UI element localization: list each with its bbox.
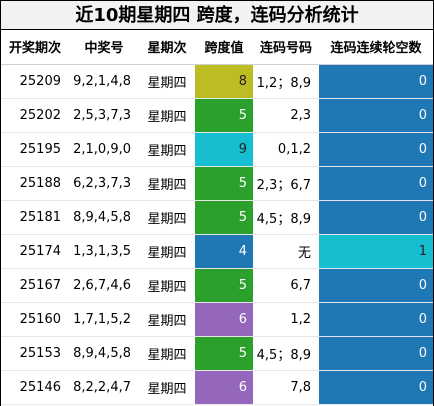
issue-cell: 25202: [1, 98, 69, 133]
weekday-cell: 星期四: [139, 302, 195, 337]
miss-streak-cell: 0: [319, 132, 433, 167]
miss-streak-cell: 1: [319, 234, 433, 269]
table-row: 25153 8,9,4,5,8 星期四 5 4,5；8,9 0: [1, 336, 433, 371]
consecutive-cell: 0,1,2: [253, 132, 319, 167]
issue-cell: 25146: [1, 370, 69, 405]
header-numbers: 中奖号: [69, 30, 139, 65]
table-row: 25146 8,2,2,4,7 星期四 6 7,8 0: [1, 370, 433, 405]
issue-cell: 25209: [1, 64, 69, 99]
consecutive-cell: 2,3: [253, 98, 319, 133]
table-body: 25209 9,2,1,4,8 星期四 8 1,2；8,9 0 25202 2,5,3,7,3…: [1, 64, 433, 405]
table-row: 25209 9,2,1,4,8 星期四 8 1,2；8,9 0: [1, 64, 433, 99]
issue-cell: 25188: [1, 166, 69, 201]
issue-cell: 25167: [1, 268, 69, 303]
numbers-cell: 9,2,1,4,8: [69, 64, 139, 99]
page-title: 近10期星期四 跨度，连码分析统计: [1, 0, 433, 30]
span-cell: 8: [195, 64, 253, 99]
header-miss-streak: 连码连续轮空数: [319, 30, 433, 65]
weekday-cell: 星期四: [139, 268, 195, 303]
span-cell: 6: [195, 302, 253, 337]
weekday-cell: 星期四: [139, 64, 195, 99]
consecutive-cell: 1,2；8,9: [253, 64, 319, 99]
span-cell: 5: [195, 268, 253, 303]
table-row: 25202 2,5,3,7,3 星期四 5 2,3 0: [1, 98, 433, 133]
weekday-cell: 星期四: [139, 370, 195, 405]
consecutive-cell: 1,2: [253, 302, 319, 337]
numbers-cell: 1,7,1,5,2: [69, 302, 139, 337]
consecutive-cell: 无: [253, 234, 319, 269]
table-row: 25167 2,6,7,4,6 星期四 5 6,7 0: [1, 268, 433, 303]
table-row: 25160 1,7,1,5,2 星期四 6 1,2 0: [1, 302, 433, 337]
numbers-cell: 6,2,3,7,3: [69, 166, 139, 201]
span-cell: 5: [195, 166, 253, 201]
weekday-cell: 星期四: [139, 166, 195, 201]
stats-table: 开奖期次 中奖号 星期次 跨度值 连码号码 连码连续轮空数 25209 9,2,1…: [1, 30, 433, 405]
numbers-cell: 2,1,0,9,0: [69, 132, 139, 167]
numbers-cell: 2,5,3,7,3: [69, 98, 139, 133]
miss-streak-cell: 0: [319, 200, 433, 235]
consecutive-cell: 6,7: [253, 268, 319, 303]
miss-streak-cell: 0: [319, 166, 433, 201]
miss-streak-cell: 0: [319, 98, 433, 133]
span-cell: 5: [195, 98, 253, 133]
numbers-cell: 8,2,2,4,7: [69, 370, 139, 405]
consecutive-cell: 2,3；6,7: [253, 166, 319, 201]
table-row: 25188 6,2,3,7,3 星期四 5 2,3；6,7 0: [1, 166, 433, 201]
header-weekday: 星期次: [139, 30, 195, 65]
issue-cell: 25153: [1, 336, 69, 371]
miss-streak-cell: 0: [319, 302, 433, 337]
table-row: 25174 1,3,1,3,5 星期四 4 无 1: [1, 234, 433, 269]
weekday-cell: 星期四: [139, 234, 195, 269]
issue-cell: 25160: [1, 302, 69, 337]
header-issue: 开奖期次: [1, 30, 69, 65]
numbers-cell: 1,3,1,3,5: [69, 234, 139, 269]
table-row: 25181 8,9,4,5,8 星期四 5 4,5；8,9 0: [1, 200, 433, 235]
miss-streak-cell: 0: [319, 268, 433, 303]
span-cell: 4: [195, 234, 253, 269]
miss-streak-cell: 0: [319, 64, 433, 99]
weekday-cell: 星期四: [139, 200, 195, 235]
header-consecutive: 连码号码: [253, 30, 319, 65]
span-cell: 5: [195, 200, 253, 235]
consecutive-cell: 4,5；8,9: [253, 200, 319, 235]
table-header: 开奖期次 中奖号 星期次 跨度值 连码号码 连码连续轮空数: [1, 30, 433, 65]
header-span: 跨度值: [195, 30, 253, 65]
span-cell: 9: [195, 132, 253, 167]
miss-streak-cell: 0: [319, 370, 433, 405]
table-row: 25195 2,1,0,9,0 星期四 9 0,1,2 0: [1, 132, 433, 167]
numbers-cell: 2,6,7,4,6: [69, 268, 139, 303]
issue-cell: 25195: [1, 132, 69, 167]
consecutive-cell: 4,5；8,9: [253, 336, 319, 371]
issue-cell: 25181: [1, 200, 69, 235]
numbers-cell: 8,9,4,5,8: [69, 200, 139, 235]
span-cell: 6: [195, 370, 253, 405]
issue-cell: 25174: [1, 234, 69, 269]
miss-streak-cell: 0: [319, 336, 433, 371]
weekday-cell: 星期四: [139, 336, 195, 371]
span-cell: 5: [195, 336, 253, 371]
weekday-cell: 星期四: [139, 132, 195, 167]
consecutive-cell: 7,8: [253, 370, 319, 405]
weekday-cell: 星期四: [139, 98, 195, 133]
numbers-cell: 8,9,4,5,8: [69, 336, 139, 371]
